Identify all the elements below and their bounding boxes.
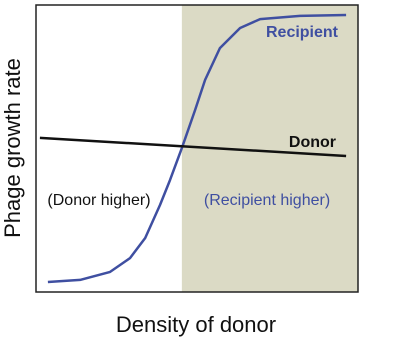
series-label: Donor <box>289 134 336 151</box>
series-line <box>47 13 347 284</box>
series-line <box>39 136 347 158</box>
y-axis-label: Phage growth rate <box>0 58 25 238</box>
series-label: Recipient <box>266 24 339 41</box>
annotation: (Donor higher) <box>47 192 150 209</box>
x-axis-label: Density of donor <box>116 312 276 337</box>
annotation: (Recipient higher) <box>204 192 330 209</box>
plot-frame <box>35 4 359 293</box>
